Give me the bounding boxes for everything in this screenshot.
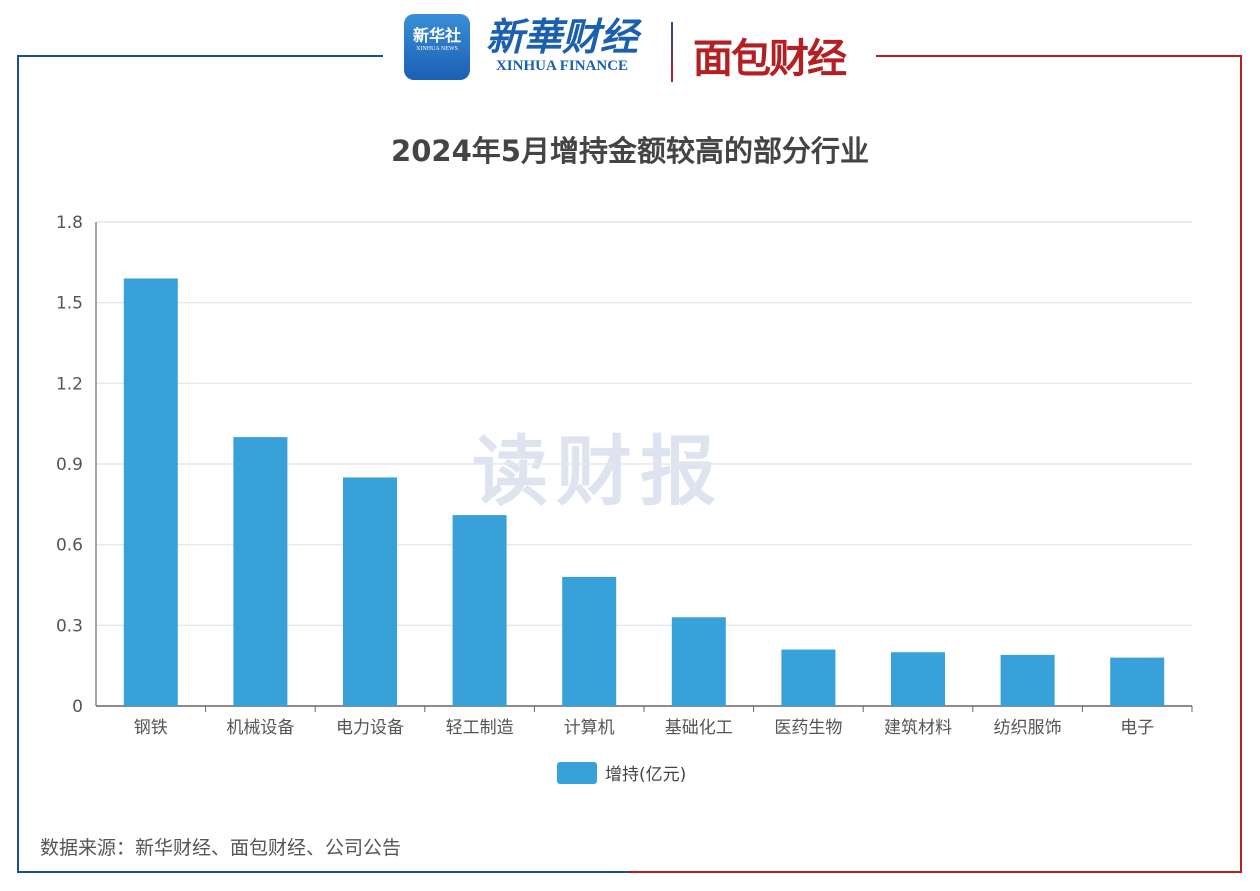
x-tick-label: 机械设备 bbox=[226, 718, 294, 738]
bar bbox=[343, 477, 397, 706]
x-tick-label: 轻工制造 bbox=[446, 718, 514, 738]
bar bbox=[891, 652, 945, 706]
x-tick-label: 建筑材料 bbox=[884, 718, 952, 738]
bar bbox=[123, 278, 178, 706]
bar bbox=[781, 649, 836, 706]
xinhua-news-logo: 新华社 XINHUA NEWS bbox=[404, 14, 470, 80]
logo-separator bbox=[671, 22, 673, 82]
bar bbox=[233, 437, 288, 706]
frame-top-right bbox=[876, 55, 1242, 57]
logo-text: 新华社 bbox=[412, 26, 461, 45]
x-tick-label: 电子 bbox=[1120, 718, 1154, 738]
bar bbox=[452, 515, 507, 706]
frame-right bbox=[1240, 55, 1242, 873]
x-tick-label: 纺织服饰 bbox=[994, 718, 1062, 738]
y-tick-label: 1.5 bbox=[56, 294, 83, 314]
xinhua-finance-logo: 新華财经 XINHUA FINANCE bbox=[486, 14, 638, 75]
legend-swatch bbox=[557, 761, 597, 784]
logo-subtext: XINHUA NEWS bbox=[416, 46, 458, 52]
y-tick-label: 1.2 bbox=[56, 374, 83, 394]
logo-subtext: XINHUA FINANCE bbox=[495, 58, 629, 74]
x-tick-label: 钢铁 bbox=[134, 718, 168, 738]
y-tick-label: 0.6 bbox=[56, 536, 83, 556]
x-tick-label: 计算机 bbox=[564, 718, 615, 738]
y-tick-label: 0.9 bbox=[56, 455, 83, 475]
frame-top-left bbox=[17, 55, 383, 57]
mianbao-finance-logo: 面包财经 bbox=[693, 36, 847, 82]
x-tick-label: 基础化工 bbox=[665, 718, 733, 738]
bar bbox=[1110, 657, 1165, 706]
y-tick-label: 1.8 bbox=[56, 213, 83, 233]
y-tick-label: 0.3 bbox=[56, 616, 83, 636]
frame-bottom-right bbox=[629, 871, 1242, 873]
x-tick-label: 医药生物 bbox=[774, 718, 842, 738]
bar bbox=[1000, 654, 1055, 706]
bar bbox=[562, 576, 617, 706]
logo-text: 新華财经 bbox=[486, 14, 639, 59]
legend: 增持(亿元) bbox=[557, 760, 686, 785]
legend-label: 增持(亿元) bbox=[605, 765, 687, 785]
bar bbox=[671, 617, 726, 706]
data-source: 数据来源：新华财经、面包财经、公司公告 bbox=[40, 837, 402, 859]
frame-left bbox=[17, 55, 19, 873]
watermark: 读财报 bbox=[472, 427, 724, 516]
y-tick-label: 0 bbox=[72, 697, 83, 717]
chart-title: 2024年5月增持金额较高的部分行业 bbox=[391, 134, 869, 168]
x-tick-label: 电力设备 bbox=[336, 718, 404, 738]
frame-bottom-left bbox=[17, 871, 629, 873]
